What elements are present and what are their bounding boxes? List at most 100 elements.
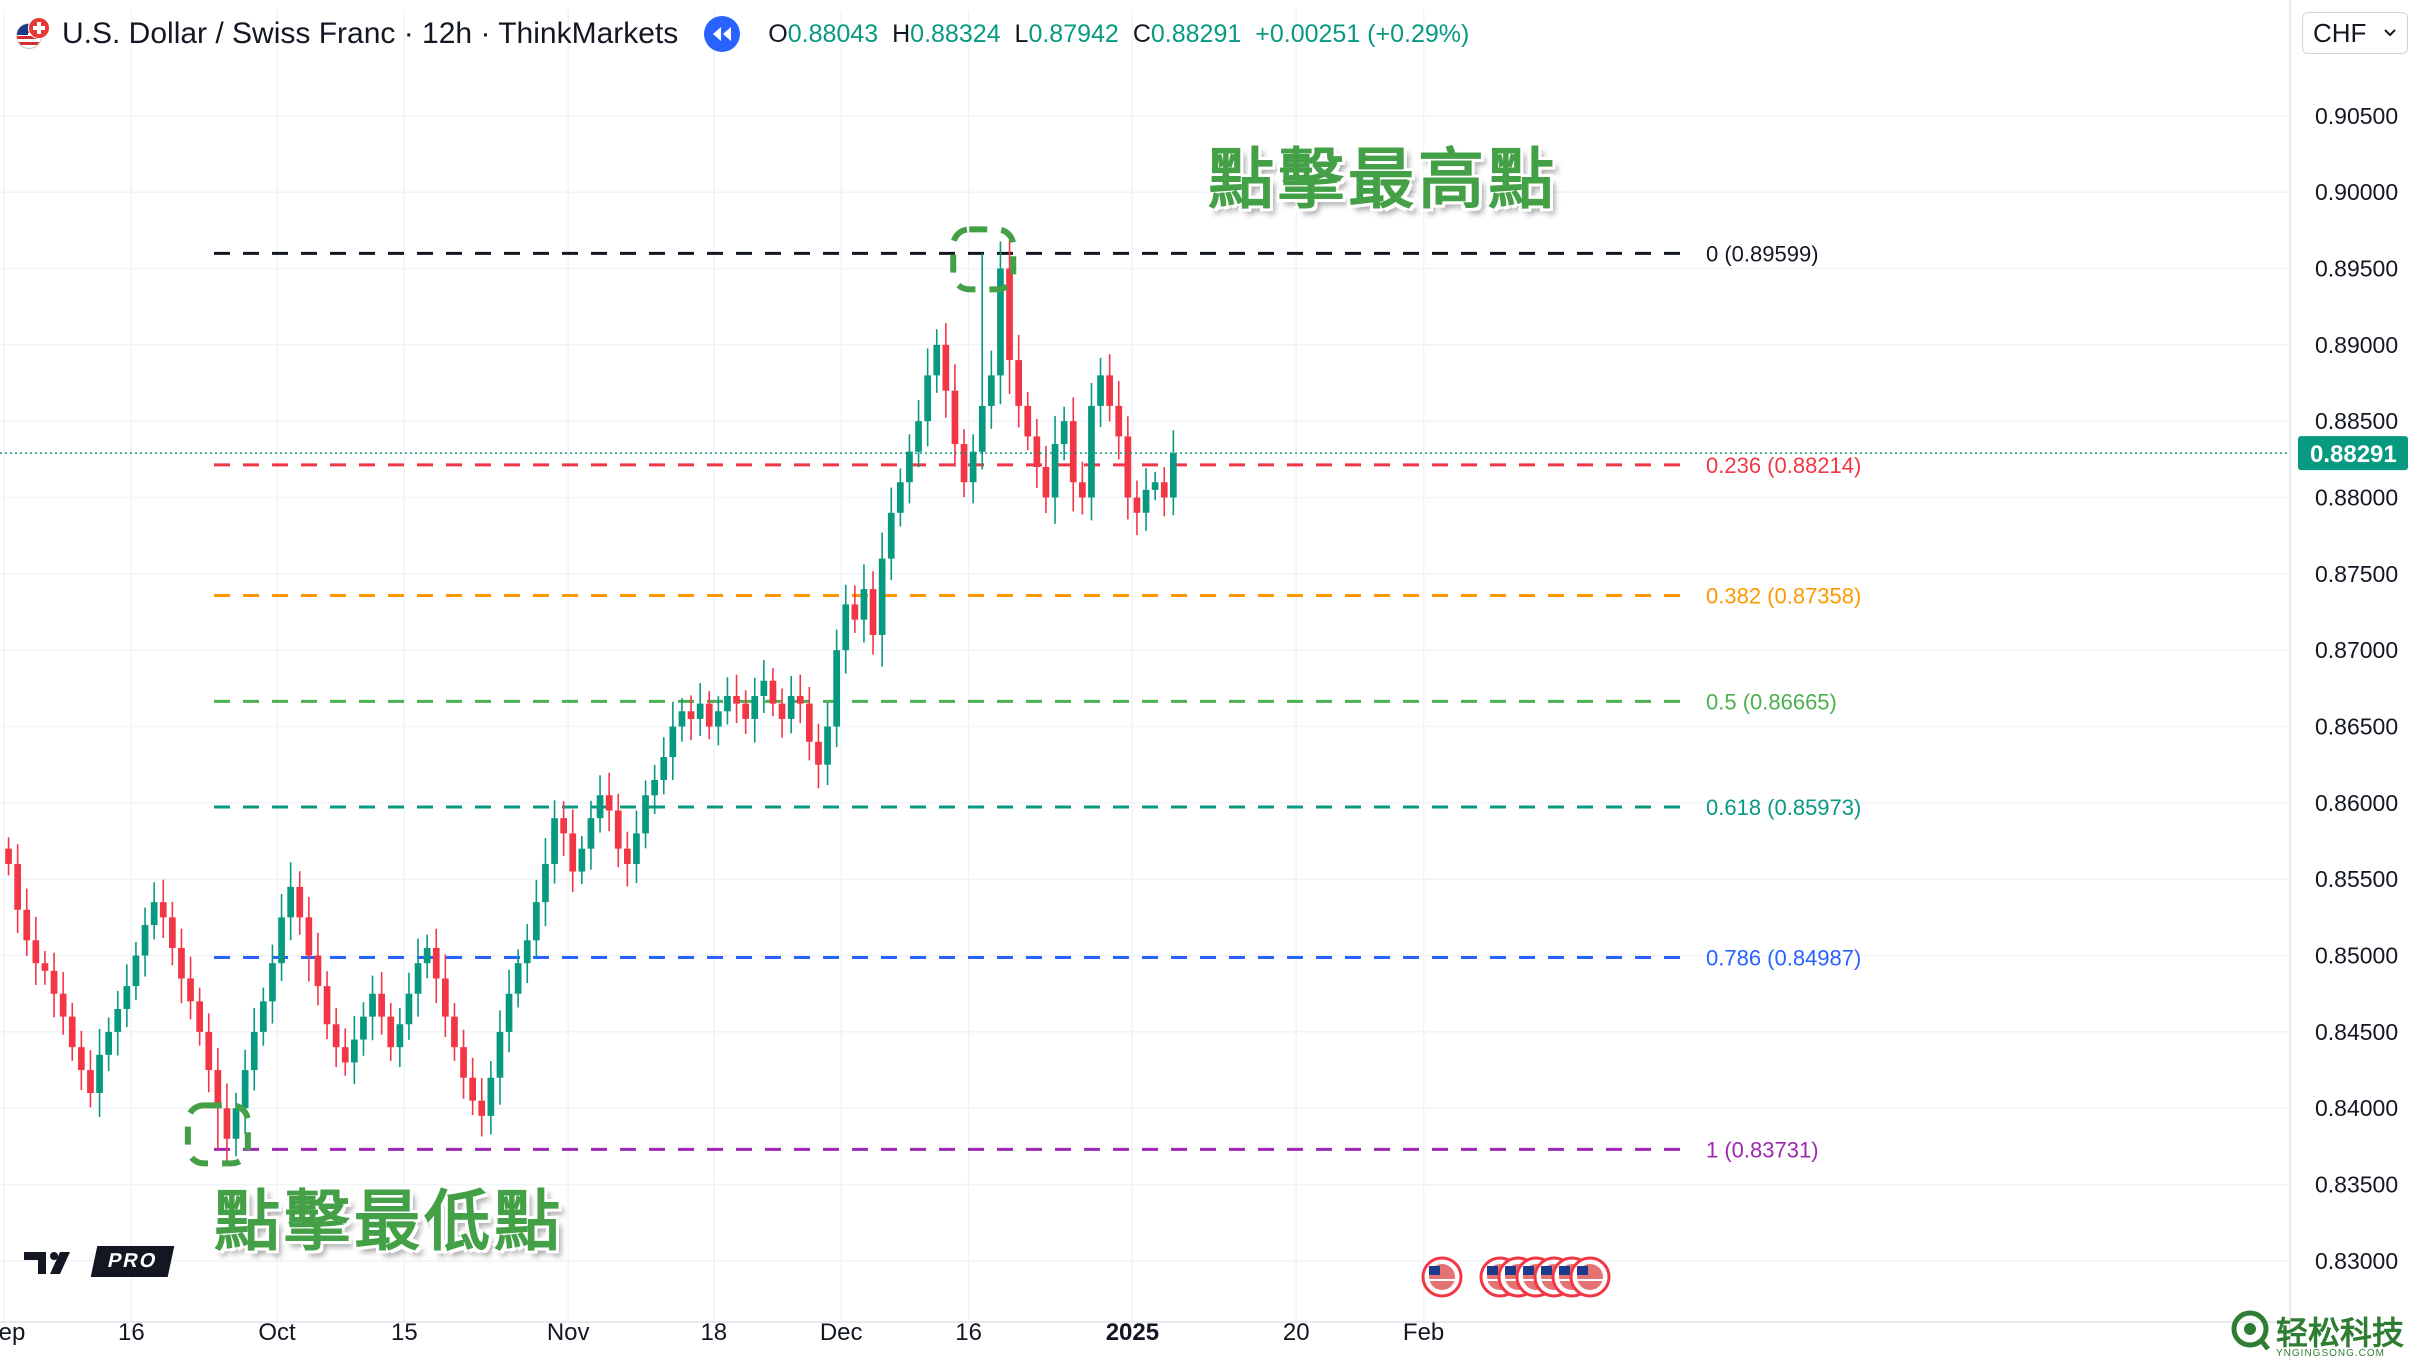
- time-tick-label: Nov: [547, 1319, 590, 1346]
- candle-body: [778, 703, 786, 719]
- candle-body: [860, 589, 868, 620]
- candle-body: [223, 1108, 231, 1139]
- candle-body: [87, 1070, 94, 1093]
- candle-body: [323, 986, 331, 1025]
- time-tick-label: 15: [391, 1319, 418, 1346]
- fib-label-1: 1 (0.83731): [1706, 1137, 1819, 1162]
- candle-body: [696, 703, 704, 719]
- price-tick-label: 0.89500: [2315, 255, 2398, 281]
- candle-body: [687, 711, 695, 719]
- candle-body: [796, 696, 804, 704]
- candle-body: [196, 1001, 203, 1032]
- candle-body: [1060, 421, 1068, 445]
- candle-body: [23, 909, 31, 941]
- candle-body: [369, 993, 376, 1017]
- candle-body: [715, 711, 722, 727]
- candle-body: [523, 940, 531, 964]
- candle-body: [141, 925, 149, 956]
- candle-body: [851, 604, 859, 620]
- price-tick-label: 0.86500: [2315, 714, 2398, 740]
- ohlc-open: O0.88043: [768, 19, 879, 48]
- candle-body: [815, 741, 822, 765]
- candle-body: [478, 1100, 486, 1116]
- pivot-low-marker: [184, 1102, 251, 1167]
- candle-body: [824, 726, 831, 765]
- watermark: 轻松科技 YNGINGSONG.COM: [2230, 1308, 2404, 1359]
- candle-body: [651, 779, 658, 796]
- replay-icon[interactable]: [704, 16, 741, 52]
- candle-body: [906, 451, 913, 483]
- symbol-title[interactable]: U.S. Dollar / Swiss Franc · 12h · ThinkM…: [62, 17, 679, 50]
- candle-body: [469, 1077, 476, 1101]
- watermark-logo-icon: [2231, 1310, 2270, 1351]
- candle-body: [624, 848, 631, 864]
- candle-body: [159, 902, 167, 918]
- candle-body: [460, 1047, 467, 1078]
- candle-body: [569, 833, 577, 872]
- price-tick-label: 0.83000: [2315, 1248, 2398, 1274]
- candle-body: [1088, 405, 1095, 498]
- currency-select[interactable]: CHF: [2302, 12, 2408, 54]
- candle-body: [305, 917, 313, 956]
- candle-body: [396, 1024, 404, 1048]
- candle-body: [514, 963, 522, 994]
- economic-events: [1421, 1256, 1611, 1298]
- tradingview-logo[interactable]: PRO: [24, 1246, 175, 1277]
- chevron-down-icon: [2384, 29, 2396, 37]
- pivot-markers: [184, 226, 1017, 1167]
- candle-body: [1015, 360, 1022, 406]
- price-tick-label: 0.87000: [2315, 637, 2398, 663]
- candle-body: [178, 947, 185, 979]
- candle-body: [387, 1016, 395, 1048]
- fib-label-0.618: 0.618 (0.85973): [1706, 795, 1861, 820]
- candle-body: [733, 696, 740, 704]
- watermark-subtext: YNGINGSONG.COM: [2276, 1348, 2386, 1359]
- fibonacci-retracement: 0 (0.89599) 0.236 (0.88214) 0.382 (0.87358…: [214, 241, 1861, 1162]
- candle-body: [742, 703, 749, 719]
- time-tick-label: Sep: [0, 1319, 25, 1346]
- ohlc-change: +0.00251 (+0.29%): [1255, 19, 1470, 48]
- price-tick-label: 0.90500: [2315, 103, 2398, 129]
- candle-body: [423, 947, 431, 964]
- candle-body: [1160, 482, 1168, 498]
- candle-body: [587, 818, 595, 849]
- candle-body: [1142, 489, 1150, 513]
- candle-body: [414, 963, 422, 994]
- candle-body: [260, 1001, 267, 1032]
- price-tick-label: 0.88500: [2315, 408, 2398, 434]
- candle-body: [169, 917, 176, 948]
- candle-body: [214, 1070, 222, 1109]
- candle-body: [41, 963, 49, 971]
- candle-body: [596, 795, 604, 819]
- candle-body: [842, 604, 850, 651]
- us-event-flag-icon: [1569, 1256, 1611, 1298]
- candle-body: [633, 833, 640, 864]
- annotation-high: 點擊最高點: [1208, 141, 1558, 218]
- candle-body: [314, 955, 322, 987]
- candle-body: [1024, 405, 1032, 437]
- usd-chf-flag-icon: [16, 17, 50, 51]
- candle-body: [1051, 444, 1059, 498]
- pro-badge: PRO: [90, 1246, 175, 1277]
- candle-body: [1069, 421, 1077, 483]
- candle-body: [205, 1031, 213, 1071]
- candle-body: [105, 1031, 112, 1055]
- us-event-flag-icon: [1421, 1256, 1463, 1298]
- candle-body: [988, 375, 995, 406]
- candle-body: [1151, 482, 1159, 490]
- candle-body: [32, 940, 40, 964]
- candle-body: [751, 696, 759, 719]
- fib-label-0.786: 0.786 (0.84987): [1706, 946, 1861, 971]
- candle-body: [869, 589, 877, 635]
- chart-header: U.S. Dollar / Swiss Franc · 12h · ThinkM…: [16, 14, 1469, 54]
- candle-body: [1042, 466, 1050, 498]
- time-tick-label: 20: [1283, 1319, 1310, 1346]
- candle-body: [806, 703, 813, 742]
- price-tick-label: 0.90000: [2315, 179, 2398, 205]
- price-axis: 0.90500 0.90000 0.89500 0.89000 0.88500 0.880…: [2289, 0, 2408, 1360]
- time-tick-label: Oct: [258, 1319, 296, 1346]
- last-price-label: 0.88291: [2310, 441, 2397, 468]
- candle-body: [150, 902, 158, 926]
- ohlc-values: O0.88043 H0.88324 L0.87942 C0.88291 +0.0…: [768, 20, 1469, 49]
